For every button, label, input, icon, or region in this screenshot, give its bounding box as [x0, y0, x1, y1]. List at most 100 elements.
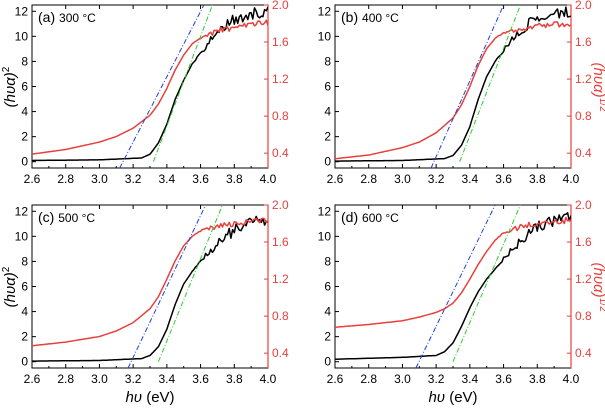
panel-b-ytick-right-label-1: 0.8: [575, 109, 592, 123]
panel-c-fit-line-2: [157, 205, 223, 362]
panel-c-data-line-1: [32, 217, 268, 347]
panel-a-ytick-right-label-0: 0.4: [272, 146, 289, 160]
panel-b-ytick-left-label-1: 2: [324, 130, 331, 144]
panel-b-xtick-label-5: 3.6: [495, 172, 512, 186]
panel-c-ytick-left-label-3: 6: [21, 280, 28, 294]
panel-d-ytick-left-label-5: 10: [318, 229, 332, 243]
panel-c-xtick-label-6: 3.8: [226, 372, 243, 386]
panel-b-ytick-left-label-4: 8: [324, 54, 331, 68]
panel-a-content: 2.6 2.8 3.0 3.2 3.4 3.6 3.8 4.0 0 2 4 6 8 10 12 0.4 0.8 1…: [15, 0, 289, 186]
ylabel-left-top: (hυα)2: [1, 66, 19, 107]
panel-d-ytick-right-label-0: 0.4: [575, 346, 592, 360]
ylabel-right-top: (hυα)1/2: [590, 62, 605, 111]
panel-a-data-line-1: [32, 19, 268, 155]
xlabel-right: hυ (eV): [428, 389, 477, 406]
panel-c-label: (c) 500 °C: [38, 209, 95, 225]
panel-d-ytick-right-label-3: 1.6: [575, 235, 592, 249]
panel-a-series-group: [32, 5, 268, 168]
panel-b-xtick-label-3: 3.2: [428, 172, 445, 186]
panel-c-ytick-right-label-2: 1.2: [272, 272, 289, 286]
panel-c-ytick-right-label-0: 0.4: [272, 346, 289, 360]
panel-d-data-line-1: [335, 216, 571, 329]
panel-b-ytick-right-label-0: 0.4: [575, 146, 592, 160]
panel-c-ytick-left-label-4: 8: [21, 254, 28, 268]
panel-a-fit-line-3: [119, 5, 205, 168]
panel-b-xtick-label-4: 3.4: [462, 172, 479, 186]
panel-b-ytick-left-label-0: 0: [324, 155, 331, 169]
panel-b-ytick-left-label-3: 6: [324, 80, 331, 94]
panel-d-fit-line-3: [415, 205, 496, 368]
panel-c-xtick-label-5: 3.6: [192, 372, 209, 386]
panel-d-fit-line-2: [452, 205, 521, 362]
panel-d-xtick-label-6: 3.8: [529, 372, 546, 386]
panel-b-content: 2.6 2.8 3.0 3.2 3.4 3.6 3.8 4.0 0 2 4 6 8 10 12 0.4 0.8 1…: [318, 0, 592, 186]
panel-b-xtick-label-6: 3.8: [529, 172, 546, 186]
panel-c-xtick-label-3: 3.2: [125, 372, 142, 386]
panel-a-ytick-left-label-1: 2: [21, 130, 28, 144]
panel-a-xtick-label-1: 2.8: [57, 172, 74, 186]
panel-c-fit-line-3: [127, 205, 207, 368]
panel-b-series-group: [335, 5, 571, 168]
ylabel-left-bottom: (hυα)2: [1, 266, 19, 307]
panel-b-data-line-1: [335, 21, 571, 160]
panel-c-xtick-label-0: 2.6: [24, 372, 41, 386]
panel-a-xtick-label-3: 3.2: [125, 172, 142, 186]
panel-a-xtick-label-4: 3.4: [159, 172, 176, 186]
panel-a: 2.6 2.8 3.0 3.2 3.4 3.6 3.8 4.0 0 2 4 6 8 10 12 0.4 0.8 1…: [15, 0, 289, 186]
panel-d-xtick-label-1: 2.8: [360, 372, 377, 386]
panel-d-ytick-left-label-1: 2: [324, 330, 331, 344]
panel-b: 2.6 2.8 3.0 3.2 3.4 3.6 3.8 4.0 0 2 4 6 8 10 12 0.4 0.8 1…: [318, 0, 592, 186]
panel-b-xtick-label-2: 3.0: [394, 172, 411, 186]
panel-d-ytick-right-label-1: 0.8: [575, 309, 592, 323]
panel-c-content: 2.6 2.8 3.0 3.2 3.4 3.6 3.8 4.0 0 2 4 6 8 10 12 0.4 0.8 1…: [15, 198, 289, 386]
panel-d-xtick-label-0: 2.6: [327, 372, 344, 386]
panel-b-ytick-left-label-2: 4: [324, 105, 331, 119]
panel-b-xtick-label-7: 4.0: [563, 172, 580, 186]
panel-c: 2.6 2.8 3.0 3.2 3.4 3.6 3.8 4.0 0 2 4 6 8 10 12 0.4 0.8 1…: [15, 198, 289, 386]
panel-a-xtick-label-5: 3.6: [192, 172, 209, 186]
panel-a-ytick-right-label-1: 0.8: [272, 109, 289, 123]
panel-d: 2.6 2.8 3.0 3.2 3.4 3.6 3.8 4.0 0 2 4 6 8 10 12 0.4 0.8 1…: [318, 198, 592, 386]
panel-c-ytick-right-label-4: 2.0: [272, 198, 289, 212]
ylabel-right-bottom: (hυα)1/2: [590, 262, 605, 311]
panel-b-ytick-left-label-5: 10: [318, 29, 332, 43]
panel-a-fit-line-2: [152, 5, 213, 162]
panel-a-ytick-left-label-5: 10: [15, 29, 29, 43]
panel-c-series-group: [32, 205, 268, 368]
panel-a-ytick-right-label-2: 1.2: [272, 72, 289, 86]
panel-d-label: (d) 600 °C: [341, 209, 399, 225]
panel-a-ytick-left-label-3: 6: [21, 80, 28, 94]
panel-b-fit-line-2: [459, 5, 521, 162]
panel-d-ytick-left-label-0: 0: [324, 355, 331, 369]
panel-a-ytick-left-label-0: 0: [21, 155, 28, 169]
panel-d-series-group: [335, 205, 571, 368]
panel-a-ytick-left-label-2: 4: [21, 105, 28, 119]
panel-c-xtick-label-4: 3.4: [159, 372, 176, 386]
panel-a-frame: [31, 4, 269, 169]
panel-a-ytick-left-label-4: 8: [21, 54, 28, 68]
panel-c-ytick-left-label-2: 4: [21, 305, 28, 319]
panel-d-xtick-label-7: 4.0: [563, 372, 580, 386]
panel-c-ytick-right-label-1: 0.8: [272, 309, 289, 323]
panel-c-data-line-0: [32, 215, 268, 362]
panel-c-xtick-label-1: 2.8: [57, 372, 74, 386]
panel-d-ytick-left-label-3: 6: [324, 280, 331, 294]
panel-a-xtick-label-2: 3.0: [91, 172, 108, 186]
panel-a-ytick-right-label-4: 2.0: [272, 0, 289, 12]
panel-c-xtick-label-2: 3.0: [91, 372, 108, 386]
panel-b-label: (b) 400 °C: [341, 9, 399, 25]
panel-c-xtick-label-7: 4.0: [260, 372, 277, 386]
panel-d-xtick-label-3: 3.2: [428, 372, 445, 386]
panel-b-ytick-right-label-2: 1.2: [575, 72, 592, 86]
panel-d-data-line-0: [335, 212, 571, 360]
panel-d-ytick-left-label-2: 4: [324, 305, 331, 319]
panel-d-xtick-label-4: 3.4: [462, 372, 479, 386]
panel-b-xtick-label-1: 2.8: [360, 172, 377, 186]
panel-c-ytick-left-label-5: 10: [15, 229, 29, 243]
panel-d-ytick-right-label-2: 1.2: [575, 272, 592, 286]
panel-a-xtick-label-7: 4.0: [260, 172, 277, 186]
panel-b-ytick-left-label-6: 12: [318, 4, 332, 18]
panel-c-ytick-left-label-1: 2: [21, 330, 28, 344]
panel-a-xtick-label-6: 3.8: [226, 172, 243, 186]
